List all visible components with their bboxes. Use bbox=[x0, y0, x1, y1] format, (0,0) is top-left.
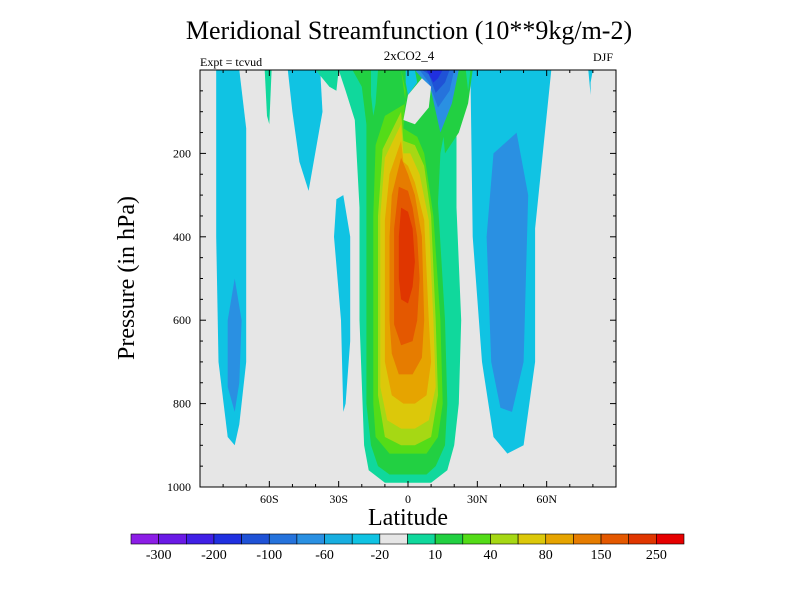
contour-region-21 bbox=[315, 70, 339, 91]
y-tick-label-3: 800 bbox=[173, 397, 191, 411]
contour-region-20 bbox=[371, 70, 378, 116]
contour-region-27 bbox=[440, 195, 452, 229]
x-axis-label: Latitude bbox=[368, 505, 448, 531]
x-tick-label-1: 30S bbox=[329, 492, 348, 506]
contour-region-19 bbox=[405, 70, 418, 95]
colorbar-swatch-0 bbox=[130, 533, 159, 545]
colorbar-swatch-5 bbox=[268, 533, 298, 545]
colorbar-swatch-13 bbox=[490, 533, 519, 545]
colorbar-label-2: -100 bbox=[256, 548, 282, 563]
y-axis-ticks: 200 400 600 800 1000 bbox=[167, 90, 616, 494]
colorbar-swatch-14 bbox=[517, 533, 547, 545]
y-tick-label-4: 1000 bbox=[167, 480, 191, 494]
season-label: DJF bbox=[593, 50, 614, 64]
colorbar: -300 -200 -100 -60 -20 10 40 80 150 250 bbox=[130, 533, 685, 563]
contour-region-25 bbox=[426, 70, 443, 83]
contour-region-2 bbox=[287, 70, 323, 191]
colorbar-label-3: -60 bbox=[315, 548, 334, 563]
colorbar-label-5: 10 bbox=[428, 548, 442, 563]
y-axis-label: Pressure (in hPa) bbox=[114, 196, 140, 360]
colorbar-swatch-12 bbox=[462, 533, 491, 545]
chart-subtitle: 2xCO2_4 bbox=[383, 48, 435, 63]
x-tick-label-3: 30N bbox=[467, 492, 488, 506]
y-tick-label-0: 200 bbox=[173, 146, 191, 160]
contour-region-5 bbox=[486, 132, 529, 412]
contour-region-24 bbox=[421, 70, 450, 93]
y-tick-label-1: 400 bbox=[173, 230, 191, 244]
colorbar-swatch-16 bbox=[573, 533, 602, 545]
colorbar-swatch-18 bbox=[628, 533, 657, 545]
colorbar-swatch-2 bbox=[186, 533, 215, 545]
colorbar-label-6: 40 bbox=[483, 548, 497, 563]
x-axis-ticks: 60S 30S 0 30N 60N bbox=[222, 70, 594, 506]
experiment-label: Expt = tcvud bbox=[200, 55, 263, 69]
colorbar-swatch-19 bbox=[656, 533, 685, 545]
x-tick-label-2: 0 bbox=[405, 492, 411, 506]
colorbar-swatch-10 bbox=[407, 533, 436, 545]
contour-region-1 bbox=[227, 278, 242, 412]
colorbar-swatch-9 bbox=[379, 533, 408, 545]
colorbar-label-4: -20 bbox=[371, 548, 390, 563]
contour-fills bbox=[216, 70, 593, 483]
colorbar-label-1: -200 bbox=[201, 548, 227, 563]
colorbar-swatch-7 bbox=[324, 533, 353, 545]
colorbar-swatch-1 bbox=[158, 533, 187, 545]
colorbar-swatch-11 bbox=[434, 533, 464, 545]
x-tick-label-0: 60S bbox=[260, 492, 279, 506]
colorbar-label-7: 80 bbox=[539, 548, 553, 563]
colorbar-swatch-15 bbox=[545, 533, 574, 545]
contour-region-7 bbox=[264, 70, 272, 125]
contour-region-26 bbox=[403, 78, 432, 125]
colorbar-label-8: 150 bbox=[591, 548, 612, 563]
contour-region-3 bbox=[334, 195, 351, 412]
colorbar-swatch-6 bbox=[296, 533, 325, 545]
contour-region-18 bbox=[398, 207, 415, 304]
colorbar-label-0: -300 bbox=[146, 548, 172, 563]
contour-region-6 bbox=[588, 70, 593, 95]
colorbar-swatch-8 bbox=[351, 533, 381, 545]
contour-region-11 bbox=[465, 70, 471, 91]
colorbar-swatch-17 bbox=[600, 533, 629, 545]
x-tick-label-4: 60N bbox=[536, 492, 557, 506]
colorbar-swatch-3 bbox=[213, 533, 242, 545]
colorbar-label-9: 250 bbox=[646, 548, 667, 563]
y-tick-label-2: 600 bbox=[173, 313, 191, 327]
chart-title: Meridional Streamfunction (10**9kg/m-2) bbox=[185, 16, 633, 45]
colorbar-swatch-4 bbox=[241, 533, 270, 545]
